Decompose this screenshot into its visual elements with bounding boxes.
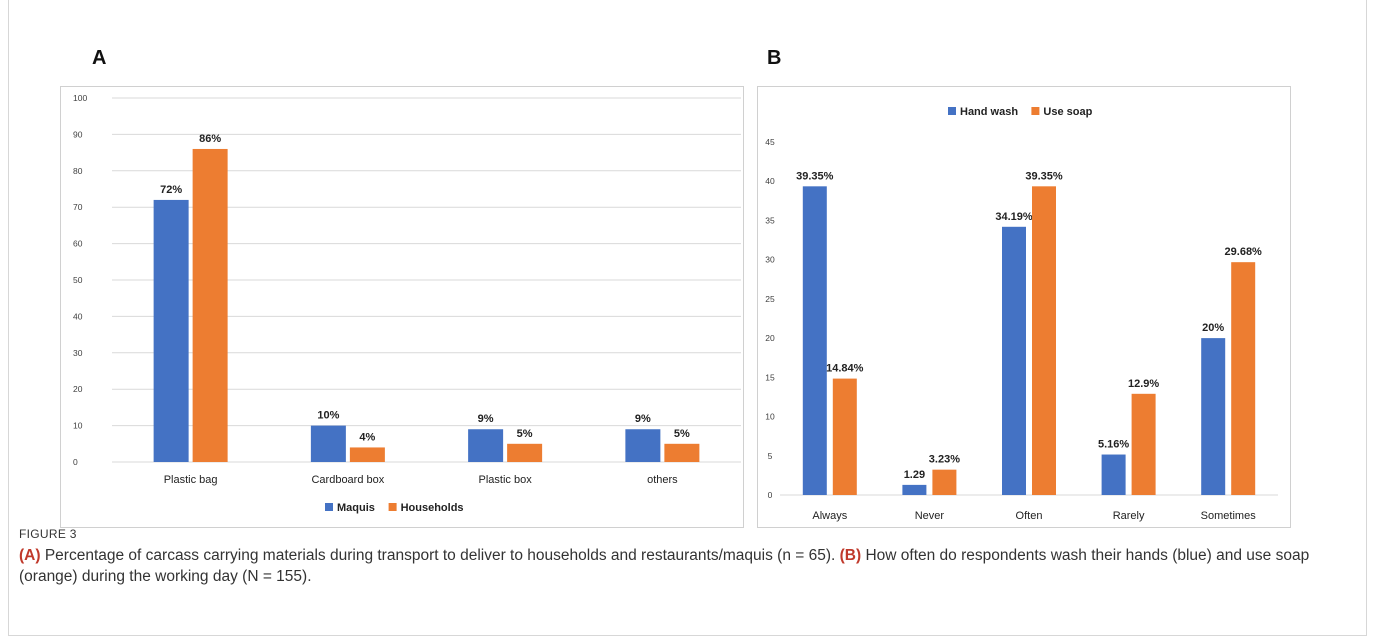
bar-hand-wash bbox=[1002, 226, 1026, 495]
legend-swatch bbox=[948, 107, 956, 115]
category-label: Often bbox=[1016, 510, 1043, 522]
panel-a-letter: A bbox=[92, 47, 107, 69]
data-label: 20% bbox=[1202, 322, 1224, 334]
category-label: Sometimes bbox=[1201, 510, 1257, 522]
y-tick-label: 25 bbox=[765, 294, 775, 304]
y-tick-label: 30 bbox=[765, 255, 775, 265]
y-tick-label: 60 bbox=[73, 239, 83, 249]
data-label: 39.35% bbox=[1025, 170, 1063, 182]
data-label: 9% bbox=[478, 413, 494, 425]
data-label: 34.19% bbox=[995, 211, 1033, 223]
y-tick-label: 35 bbox=[765, 215, 775, 225]
bar-hand-wash bbox=[802, 186, 827, 495]
category-label: Never bbox=[915, 510, 945, 522]
bar-hand-wash bbox=[1101, 454, 1126, 495]
bar-households bbox=[192, 148, 228, 462]
data-label: 4% bbox=[359, 431, 375, 443]
bar-maquis bbox=[625, 429, 661, 462]
data-label: 12.9% bbox=[1128, 378, 1159, 390]
bar-households bbox=[349, 447, 385, 462]
y-tick-label: 0 bbox=[768, 490, 773, 500]
caption-b-text: How often do respondents wash their hand… bbox=[19, 547, 1310, 585]
y-tick-label: 20 bbox=[765, 333, 775, 343]
y-tick-label: 30 bbox=[73, 348, 83, 358]
legend-label: Households bbox=[401, 502, 464, 514]
y-tick-label: 5 bbox=[768, 451, 773, 461]
chart-a-box: 0 10 20 30 40 50 60 70 80 90 100 72% 86% Plastic bag 1… bbox=[60, 86, 744, 528]
data-label: 39.35% bbox=[796, 170, 834, 182]
y-tick-label: 70 bbox=[73, 202, 83, 212]
data-label: 10% bbox=[317, 410, 339, 422]
data-label: 86% bbox=[199, 133, 221, 145]
bar-households bbox=[507, 443, 543, 462]
bar-hand-wash bbox=[902, 484, 927, 495]
legend-label: Maquis bbox=[337, 502, 375, 514]
data-label: 14.84% bbox=[826, 363, 864, 375]
bar-use-soap bbox=[1032, 186, 1056, 495]
y-tick-label: 90 bbox=[73, 129, 83, 139]
bar-maquis bbox=[310, 425, 346, 462]
data-label: 1.29 bbox=[904, 469, 925, 481]
y-tick-label: 15 bbox=[765, 372, 775, 382]
legend-label: Use soap bbox=[1043, 106, 1092, 118]
data-label: 5.16% bbox=[1098, 439, 1129, 451]
bar-maquis bbox=[153, 199, 189, 463]
chart-b: 0 5 10 15 20 25 30 35 40 45 39.35% 14.84% Always 1.29… bbox=[765, 106, 1278, 522]
data-label: 5% bbox=[674, 428, 690, 440]
caption-a-text: Percentage of carcass carrying materials… bbox=[40, 547, 840, 564]
category-label: others bbox=[647, 474, 678, 486]
data-label: 3.23% bbox=[929, 454, 960, 466]
data-label: 29.68% bbox=[1225, 246, 1263, 258]
y-tick-label: 0 bbox=[73, 457, 78, 467]
legend-label: Hand wash bbox=[960, 106, 1018, 118]
caption-a-tag: (A) bbox=[19, 547, 41, 564]
y-tick-label: 50 bbox=[73, 275, 83, 285]
chart-b-box: 0 5 10 15 20 25 30 35 40 45 39.35% 14.84% Always 1.29… bbox=[757, 86, 1291, 528]
bar-maquis bbox=[468, 429, 504, 462]
legend-swatch bbox=[1031, 107, 1040, 115]
data-label: 9% bbox=[635, 413, 651, 425]
bar-use-soap bbox=[1131, 393, 1156, 495]
bar-use-soap bbox=[1231, 262, 1256, 495]
bar-use-soap bbox=[832, 378, 857, 495]
category-label: Plastic box bbox=[479, 474, 533, 486]
category-label: Cardboard box bbox=[311, 474, 384, 486]
caption-b-tag: (B) bbox=[839, 547, 862, 564]
y-tick-label: 10 bbox=[765, 412, 775, 422]
bar-use-soap bbox=[932, 469, 957, 495]
figure-frame bbox=[8, 0, 1367, 636]
y-tick-label: 40 bbox=[73, 311, 83, 321]
y-tick-label: 20 bbox=[73, 384, 83, 394]
y-tick-label: 100 bbox=[73, 93, 87, 103]
bar-hand-wash bbox=[1201, 338, 1226, 495]
data-label: 72% bbox=[160, 184, 182, 196]
y-tick-label: 45 bbox=[765, 137, 775, 147]
legend-swatch bbox=[325, 503, 333, 511]
figure-label: FIGURE 3 bbox=[19, 527, 77, 541]
panel-b-letter: B bbox=[767, 47, 782, 69]
legend-swatch bbox=[388, 503, 397, 511]
category-label: Always bbox=[812, 510, 847, 522]
y-tick-label: 10 bbox=[73, 421, 83, 431]
data-label: 5% bbox=[517, 428, 533, 440]
figure-caption: (A) Percentage of carcass carrying mater… bbox=[19, 545, 1349, 587]
category-label: Plastic bag bbox=[164, 474, 218, 486]
chart-a: 0 10 20 30 40 50 60 70 80 90 100 72% 86% Plastic bag 1… bbox=[73, 93, 741, 514]
y-tick-label: 80 bbox=[73, 166, 83, 176]
bar-households bbox=[664, 443, 700, 462]
y-tick-label: 40 bbox=[765, 176, 775, 186]
category-label: Rarely bbox=[1113, 510, 1145, 522]
